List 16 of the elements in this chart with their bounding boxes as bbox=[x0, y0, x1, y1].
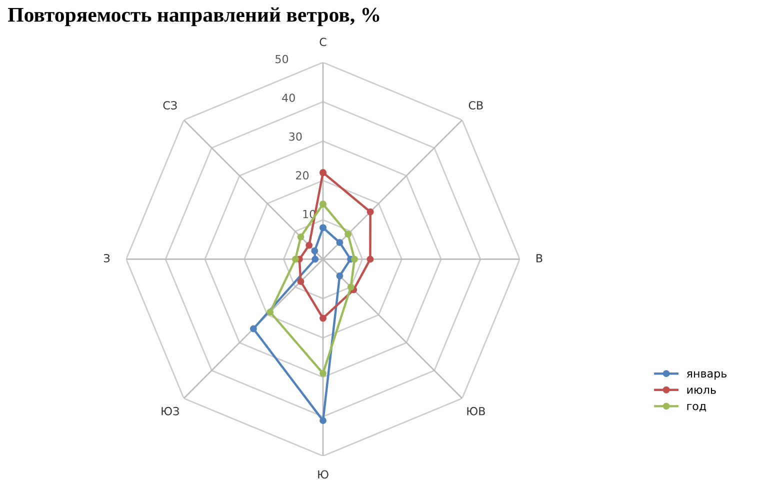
spoke-label: СВ bbox=[468, 101, 483, 110]
y-tick-label: 40 bbox=[282, 94, 295, 102]
y-tick-label: 50 bbox=[276, 54, 288, 64]
legend-label: год bbox=[687, 404, 706, 412]
legend-label: июль bbox=[687, 388, 716, 394]
y-tick-label: 20 bbox=[296, 171, 309, 180]
spoke-label: З bbox=[104, 254, 110, 262]
spoke-label: ЮЗ bbox=[162, 406, 179, 416]
spoke-label: В bbox=[536, 254, 542, 262]
chart-title: Повторяемость направлений ветров, % bbox=[8, 7, 380, 26]
y-tick-label: 30 bbox=[289, 132, 302, 141]
spoke-label: С bbox=[320, 38, 326, 46]
legend-label: январь bbox=[686, 371, 727, 380]
spoke-label: ЮВ bbox=[467, 406, 485, 416]
spoke-label: СЗ bbox=[163, 101, 177, 110]
spoke-label: Ю bbox=[318, 470, 328, 479]
